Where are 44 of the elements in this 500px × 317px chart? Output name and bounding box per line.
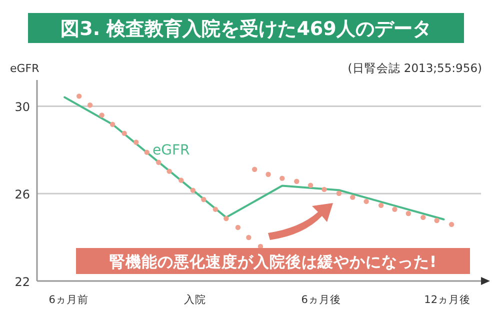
y-tick-label: 30 (14, 100, 30, 114)
point (178, 178, 184, 183)
point (434, 218, 440, 224)
point (280, 176, 285, 181)
y-tick-label: 22 (14, 275, 30, 289)
point (392, 206, 398, 212)
point (212, 206, 218, 212)
point (201, 196, 206, 202)
point (406, 210, 412, 216)
point (266, 172, 271, 177)
series-label: eGFR (152, 142, 190, 158)
point (110, 122, 116, 127)
point (308, 182, 314, 188)
point (235, 224, 241, 230)
point (87, 102, 93, 108)
point (350, 194, 356, 200)
point (378, 202, 384, 208)
point (190, 188, 196, 193)
point (322, 186, 327, 192)
point (99, 112, 104, 118)
point (166, 168, 172, 174)
y-tick-label: 26 (14, 188, 30, 202)
chart-title: 図3. 検査教育入院を受けた469人のデータ (60, 18, 432, 40)
point (364, 198, 369, 204)
point (252, 166, 258, 172)
x-tick-label: 6ヵ月前 (48, 294, 88, 306)
point (156, 160, 162, 165)
point (294, 178, 300, 184)
x-tick-label: 12ヵ月後 (424, 294, 471, 306)
point (224, 216, 229, 222)
point (76, 94, 82, 99)
point (144, 150, 150, 155)
x-tick-label: 6ヵ月後 (301, 294, 341, 306)
line-series (64, 96, 445, 220)
point (134, 140, 139, 145)
point (246, 234, 252, 240)
point (122, 130, 127, 136)
annotation: 腎機能の悪化速度が入院後は緩やかになった! (109, 252, 437, 271)
point (336, 190, 342, 196)
x-tick-label: 入院 (184, 293, 206, 306)
point (448, 222, 454, 228)
y-axis-title: eGFR (10, 62, 40, 75)
text: (日腎会誌 2013;55:956) (348, 61, 482, 75)
point (420, 214, 426, 220)
